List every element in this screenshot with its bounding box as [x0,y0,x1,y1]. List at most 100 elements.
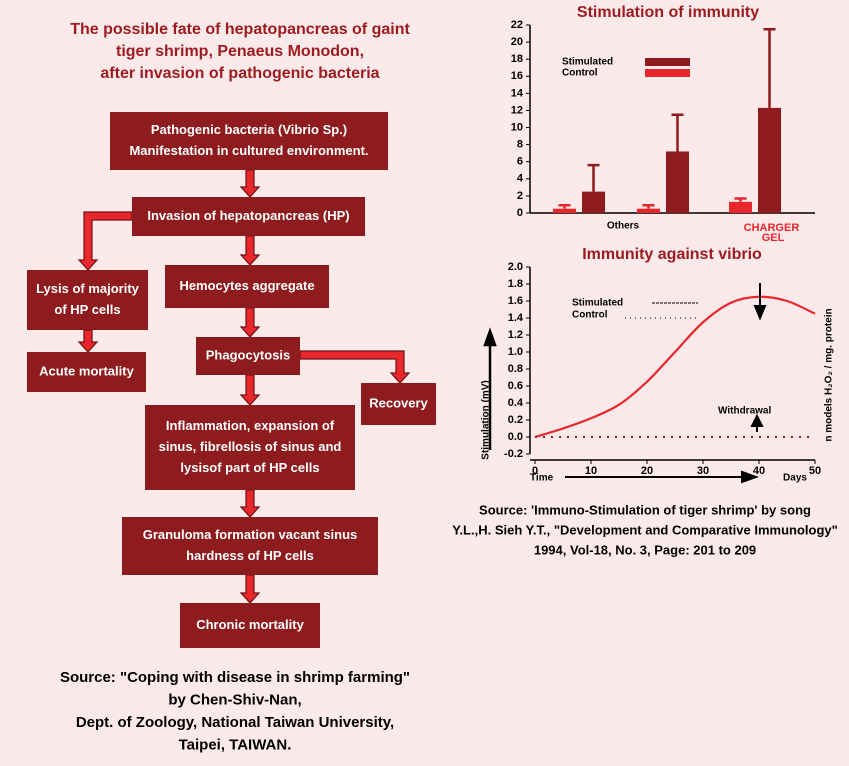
x-tick-label: 30 [697,465,709,477]
flow-node-label: Acute mortality [39,363,134,378]
source-text: Source: 'Immuno-Stimulation of tiger shr… [479,502,811,517]
source-text: Taipei, TAIWAN. [179,736,292,753]
legend-swatch [645,58,690,66]
arrow [565,470,759,484]
annotation: Withdrawal [718,406,771,417]
y-tick-label: -0.2 [504,448,523,460]
x-tick-label: 20 [641,465,653,477]
source-text: Source: "Coping with disease in shrimp f… [60,669,410,686]
flow-node-label: Manifestation in cultured environment. [129,143,368,158]
y-tick-label: 20 [511,36,523,48]
flow-node-label: Inflammation, expansion of [166,418,335,433]
flow-node-label: lysisof part of HP cells [180,460,319,475]
y-tick-label: 1.8 [508,278,523,290]
y-tick-label: 0.6 [508,380,523,392]
y-tick-label: 16 [511,70,523,82]
x-axis-label: Time [530,473,554,484]
y-tick-label: 8 [517,139,523,151]
arrow [753,283,767,321]
bar [666,151,689,213]
y-tick-label: 0.2 [508,414,523,426]
bar [637,208,660,213]
y-tick-label: 0.4 [508,397,524,409]
flow-node-label: Pathogenic bacteria (Vibrio Sp.) [151,122,347,137]
y-tick-label: 0 [517,207,523,219]
flow-node [145,405,355,490]
flow-node-label: Granuloma formation vacant sinus [143,527,358,542]
arrow [77,329,99,353]
error-bar [587,163,600,192]
source-text: Y.L.,H. Sieh Y.T., "Development and Comp… [452,522,838,537]
x-tick-label: 0 [532,465,538,477]
error-bar [642,204,655,209]
y-tick-label: 10 [511,121,523,133]
y2-axis-label: n models H₂O₂ / mg. protein [824,308,835,441]
x-axis-label: Days [783,473,807,484]
y-tick-label: 4 [517,173,524,185]
flow-title: The possible fate of hepatopancreas of g… [70,21,410,38]
flow-node [132,197,365,236]
flow-node-label: of HP cells [54,302,120,317]
chart-title: Immunity against vibrio [582,246,762,263]
x-tick-label: 10 [585,465,597,477]
arrow [483,327,497,450]
flow-node-label: Invasion of hepatopancreas (HP) [147,208,349,223]
y-tick-label: 6 [517,156,523,168]
legend-label: Control [572,310,608,321]
flow-node-label: sinus, fibrellosis of sinus and [159,439,342,454]
legend-label: Stimulated [562,57,613,68]
y-tick-label: 22 [511,19,523,31]
arrow [239,169,261,198]
flow-node [110,112,388,170]
y-tick-label: 2.0 [508,261,523,273]
flow-node-label: hardness of HP cells [186,548,314,563]
y-axis-label: Stimulation (mV) [481,380,492,459]
legend-label: Control [562,68,598,79]
arrow [239,489,261,518]
error-bar [763,28,776,108]
error-bar [671,113,684,152]
y-tick-label: 18 [511,53,523,65]
arrow [239,307,261,338]
flow-title: tiger shrimp, Penaeus Monodon, [116,43,364,60]
x-tick-label: 50 [809,465,821,477]
flow-title: after invasion of pathogenic bacteria [100,65,379,82]
y-tick-label: 1.6 [508,295,523,307]
arrow [239,574,261,604]
flow-node [196,337,300,375]
legend-swatch [645,69,690,77]
y-tick-label: 12 [511,104,523,116]
flow-node [122,517,378,575]
chart-title: Stimulation of immunity [577,4,759,21]
x-tick-label: 40 [753,465,765,477]
source-text: Dept. of Zoology, National Taiwan Univer… [76,714,394,731]
flow-node-label: Lysis of majority [36,281,140,296]
source-text: 1994, Vol-18, No. 3, Page: 201 to 209 [534,542,756,557]
y-tick-label: 0.8 [508,363,523,375]
source-text: by Chen-Shiv-Nan, [168,691,301,708]
y-tick-label: 1.4 [508,312,524,324]
line-series [534,295,816,439]
flow-node-label: Phagocytosis [206,347,291,362]
flow-node-label: Recovery [369,395,428,410]
arrow [750,413,764,432]
bar [582,191,605,213]
y-tick-label: 1.0 [508,346,523,358]
error-bar [734,197,747,202]
y-tick-label: 0.0 [508,431,523,443]
bar [553,208,576,213]
error-bar [558,204,571,209]
y-tick-label: 14 [511,87,524,99]
bar [758,107,781,213]
flow-node [27,270,148,330]
flow-node [27,352,146,392]
flow-node [180,603,320,648]
x-tick-label: CHARGER GEL [744,222,803,244]
arrow [77,211,133,271]
arrow [239,374,261,406]
arrow [299,350,411,384]
legend-label: Stimulated [572,298,623,309]
group-label: Others [607,221,640,232]
flow-node [165,265,329,308]
